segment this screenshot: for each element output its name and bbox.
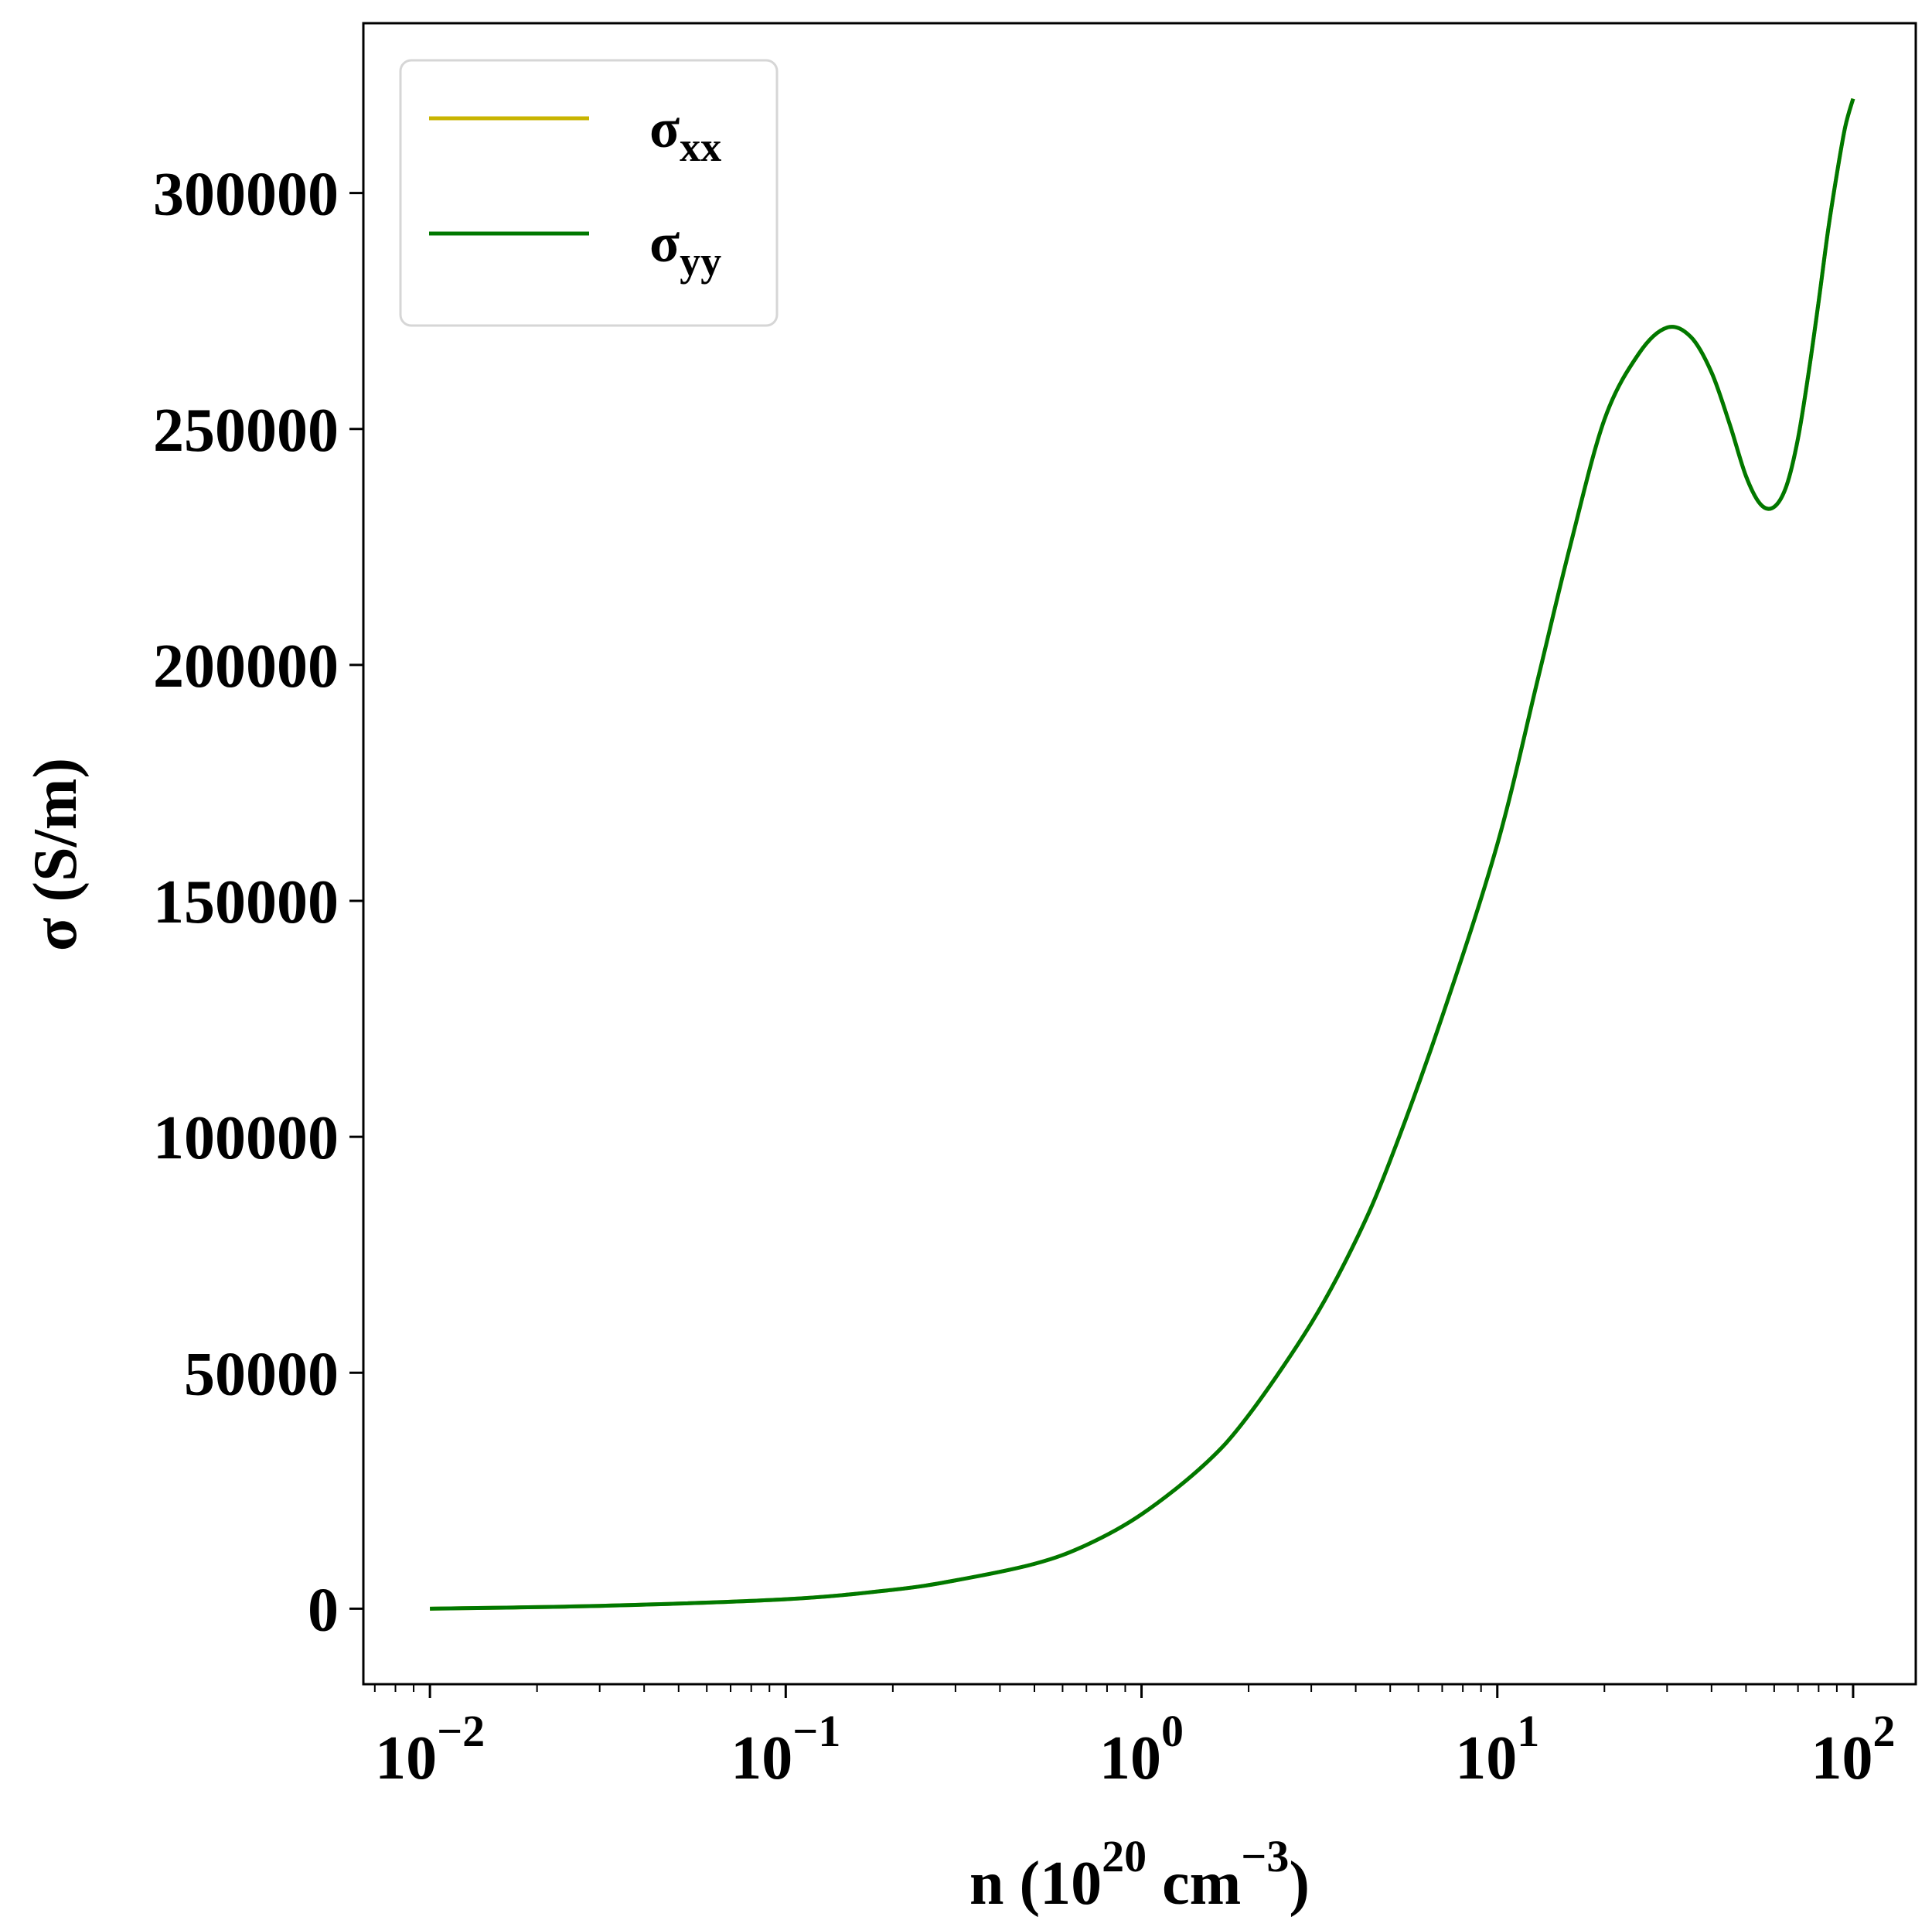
- legend: σxx σyy: [399, 59, 779, 327]
- y-tick-label: 300000: [153, 161, 339, 229]
- x-axis-title-exponent: 20: [1102, 1831, 1147, 1881]
- y-axis-title: σ (S/m): [22, 758, 90, 951]
- x-tick-label-base: 10: [1811, 1724, 1872, 1792]
- x-tick-label-base: 10: [1099, 1724, 1161, 1792]
- y-axis: 0 50000 100000 150000 200000 250000 300000: [153, 161, 363, 1644]
- legend-label-sigma-yy-sub: yy: [680, 238, 721, 285]
- x-tick-label-exponent: −2: [437, 1706, 485, 1756]
- x-axis-title-unit: cm: [1147, 1850, 1241, 1918]
- y-tick-label: 50000: [184, 1340, 339, 1408]
- x-axis-title-base: n (10: [969, 1850, 1102, 1918]
- legend-label-sigma-xx-base: σ: [649, 97, 680, 159]
- x-tick-label-exponent: −1: [792, 1706, 840, 1756]
- legend-label-sigma-yy: σyy: [649, 212, 721, 285]
- x-tick-label-exponent: 1: [1517, 1706, 1539, 1756]
- legend-label-sigma-xx: σxx: [649, 97, 721, 170]
- x-tick-label: 102: [1811, 1706, 1895, 1792]
- y-tick-label: 150000: [153, 868, 339, 936]
- legend-label-sigma-yy-base: σ: [649, 212, 680, 274]
- legend-box: [399, 59, 779, 327]
- y-tick-label: 250000: [153, 397, 339, 465]
- x-axis: 10−2 10−1 100 101 102: [373, 1684, 1895, 1792]
- y-tick-label: 0: [308, 1576, 339, 1644]
- x-tick-label: 10−2: [375, 1706, 485, 1792]
- x-tick-label: 101: [1455, 1706, 1539, 1792]
- x-tick-label: 100: [1099, 1706, 1184, 1792]
- plot-area: [362, 22, 1917, 1686]
- x-axis-title-close: ): [1289, 1850, 1310, 1918]
- x-tick-label-base: 10: [375, 1724, 437, 1792]
- x-tick-label-exponent: 0: [1161, 1706, 1184, 1756]
- x-axis-title-unit-exponent: −3: [1241, 1831, 1289, 1881]
- x-tick-label-base: 10: [1455, 1724, 1517, 1792]
- y-tick-label: 200000: [153, 633, 339, 701]
- legend-label-sigma-xx-sub: xx: [680, 124, 721, 170]
- x-tick-label-base: 10: [731, 1724, 792, 1792]
- series-lines: [430, 97, 1855, 1611]
- x-tick-label: 10−1: [731, 1706, 840, 1792]
- x-axis-title: n (1020 cm−3): [969, 1831, 1310, 1918]
- series-line-sigma-yy: [430, 97, 1855, 1611]
- x-tick-label-exponent: 2: [1872, 1706, 1895, 1756]
- y-tick-label: 100000: [153, 1104, 339, 1172]
